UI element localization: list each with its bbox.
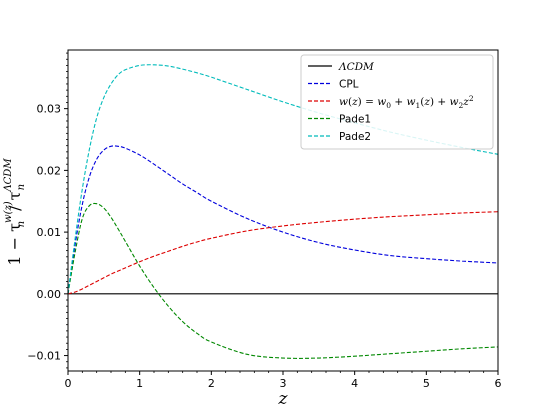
x-tick-label: 3 — [280, 377, 287, 390]
x-tick-label: 1 — [136, 377, 143, 390]
legend-item-wz: w(z) = w0 + w1(z) + w2z2 — [308, 94, 474, 110]
x-tick-label: 5 — [423, 377, 430, 390]
legend-label: ΛCDM — [338, 61, 374, 73]
x-tick-label: 6 — [495, 377, 502, 390]
x-tick-label: 0 — [65, 377, 72, 390]
cpl-line — [67, 145, 499, 294]
legend-label: w(z) = w0 + w1(z) + w2z2 — [339, 94, 474, 110]
y-tick-label: 0.01 — [37, 226, 62, 239]
x-axis-label: z — [278, 389, 289, 409]
legend-item-cpl: CPL — [308, 79, 359, 91]
y-tick-label: 0.00 — [37, 288, 62, 301]
tick-layer: 0 1 2 3 4 5 6 −0.01 0.00 0.01 0.02 0.03 — [27, 52, 502, 390]
y-tick-label: 0.03 — [37, 103, 62, 116]
y-tick-label: −0.01 — [27, 350, 61, 363]
pade1-line — [67, 202, 499, 359]
legend-item-lcdm: ΛCDM — [308, 61, 374, 73]
legend: ΛCDM CPL w(z) = w0 + w1(z) + w2z2 Pade1 Pade… — [300, 54, 494, 150]
legend-item-pade2: Pade2 — [308, 131, 371, 143]
y-tick-label: 0.02 — [37, 164, 62, 177]
legend-label: Pade2 — [339, 131, 371, 143]
y-axis-label: 1 − τw(z)n/ τΛCDM n — [3, 158, 27, 266]
legend-box — [300, 54, 494, 150]
series-layer — [67, 64, 499, 359]
legend-item-pade1: Pade1 — [308, 114, 371, 126]
x-tick-label: 2 — [208, 377, 215, 390]
x-tick-label: 4 — [351, 377, 358, 390]
legend-label: Pade1 — [339, 114, 371, 126]
pade2-line — [67, 64, 499, 294]
legend-label: CPL — [339, 79, 359, 91]
wz-line — [67, 211, 499, 295]
